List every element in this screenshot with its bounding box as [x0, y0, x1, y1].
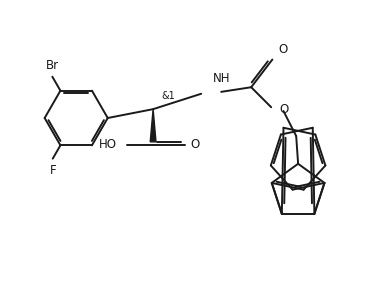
Text: O: O — [191, 138, 200, 151]
Text: O: O — [278, 43, 288, 56]
Text: Br: Br — [46, 59, 59, 72]
Text: F: F — [50, 164, 56, 177]
Text: O: O — [280, 103, 289, 116]
Polygon shape — [150, 109, 156, 142]
Text: NH: NH — [213, 72, 230, 85]
Text: &1: &1 — [162, 91, 175, 101]
Text: HO: HO — [99, 138, 117, 151]
